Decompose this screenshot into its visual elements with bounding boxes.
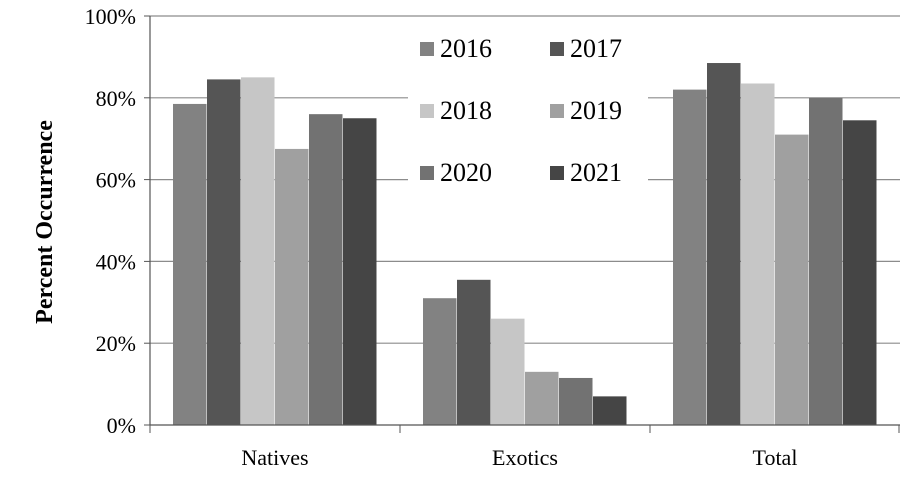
y-tick-label: 80% — [96, 86, 136, 111]
legend-label: 2020 — [440, 158, 492, 187]
legend-swatch-2020 — [420, 166, 434, 180]
bar-2018-natives — [241, 77, 275, 425]
bar-2019-exotics — [525, 371, 559, 425]
bar-2019-total — [775, 134, 809, 426]
y-tick-label: 40% — [96, 249, 136, 274]
y-axis-label: Percent Occurrence — [32, 120, 58, 324]
bar-2017-exotics — [457, 279, 491, 425]
bar-2019-natives — [275, 148, 309, 426]
y-tick-labels: 0% 20% 40% 60% 80% 100% — [85, 4, 136, 438]
bar-2017-natives — [207, 79, 241, 426]
legend-label: 2019 — [570, 96, 622, 125]
category-label: Total — [753, 445, 798, 470]
legend-swatch-2017 — [550, 42, 564, 56]
legend-swatch-2019 — [550, 104, 564, 118]
category-label: Exotics — [492, 445, 558, 470]
bar-2020-exotics — [559, 377, 593, 425]
bar-2021-total — [843, 120, 877, 426]
legend: 2016 2017 2018 2019 2020 2021 — [408, 28, 648, 198]
bar-2021-exotics — [593, 396, 627, 425]
bar-2018-exotics — [491, 318, 525, 425]
bar-2018-total — [741, 83, 775, 426]
bar-2017-total — [707, 63, 741, 425]
legend-label: 2016 — [440, 34, 492, 63]
bar-2020-natives — [309, 114, 343, 425]
legend-label: 2017 — [570, 34, 622, 63]
y-tick-label: 60% — [96, 168, 136, 193]
bar-2020-total — [809, 97, 843, 426]
legend-swatch-2021 — [550, 166, 564, 180]
bar-2021-natives — [343, 118, 377, 425]
bar-2016-natives — [173, 103, 207, 425]
y-tick-label: 100% — [85, 4, 136, 29]
y-tick-label: 0% — [107, 413, 136, 438]
category-label: Natives — [241, 445, 308, 470]
legend-label: 2021 — [570, 158, 622, 187]
bars — [173, 63, 877, 426]
x-category-labels: Natives Exotics Total — [241, 445, 797, 470]
y-tick-label: 20% — [96, 331, 136, 356]
legend-background — [408, 28, 648, 198]
legend-swatch-2018 — [420, 104, 434, 118]
axes — [144, 15, 900, 433]
legend-label: 2018 — [440, 96, 492, 125]
bar-2016-total — [673, 89, 707, 426]
legend-swatch-2016 — [420, 42, 434, 56]
bar-2016-exotics — [423, 298, 457, 425]
